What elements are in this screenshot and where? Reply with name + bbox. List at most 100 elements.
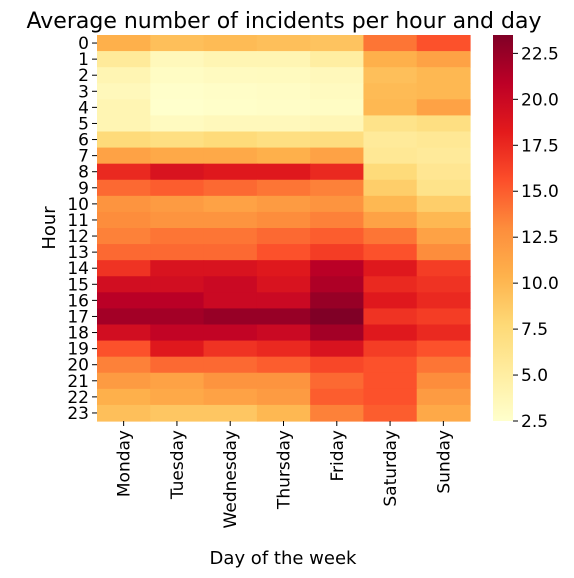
heatmap-cell-sunday-0 [416, 35, 471, 52]
heatmap-cell-monday-12 [97, 228, 151, 245]
heatmap-cell-friday-3 [310, 83, 365, 100]
heatmap-cell-sunday-19 [416, 340, 471, 358]
heatmap-cell-thursday-0 [256, 35, 311, 52]
heatmap-cell-wednesday-18 [203, 324, 258, 342]
heatmap-cell-sunday-14 [416, 260, 471, 277]
heatmap-cell-thursday-22 [256, 388, 311, 406]
heatmap-cell-sunday-16 [416, 292, 471, 310]
heatmap-cell-friday-6 [310, 131, 365, 149]
heatmap-cell-wednesday-22 [203, 388, 258, 406]
heatmap-cell-thursday-5 [256, 115, 311, 133]
heatmap-cell-monday-11 [97, 211, 151, 229]
heatmap-cell-saturday-18 [363, 324, 418, 342]
heatmap-cell-thursday-8 [256, 163, 311, 181]
heatmap-cell-monday-2 [97, 67, 151, 84]
heatmap-cell-wednesday-5 [203, 115, 258, 133]
heatmap-cell-monday-14 [97, 260, 151, 277]
heatmap-cell-tuesday-12 [150, 228, 205, 245]
heatmap-cell-sunday-6 [416, 131, 471, 149]
heatmap-cell-wednesday-2 [203, 67, 258, 84]
heatmap-cell-monday-15 [97, 276, 151, 293]
heatmap-cell-wednesday-4 [203, 99, 258, 117]
x-tick-label: Tuesday [168, 430, 188, 500]
colorbar: 2.5 5.0 7.5 10.0 12.5 15.0 17.5 20.0 22.5 [493, 35, 559, 432]
heatmap-cell-sunday-3 [416, 83, 471, 100]
y-tick-label: 20 [67, 356, 89, 376]
chart-title: Average number of incidents per hour and… [27, 9, 542, 34]
heatmap-cell-saturday-23 [363, 404, 418, 422]
heatmap-cell-thursday-12 [256, 228, 311, 245]
heatmap-cell-saturday-2 [363, 67, 418, 84]
heatmap-cell-friday-19 [310, 340, 365, 358]
heatmap-cell-sunday-23 [416, 404, 471, 422]
heatmap-cell-thursday-9 [256, 179, 311, 197]
heatmap-cell-saturday-1 [363, 51, 418, 68]
heatmap-cell-monday-9 [97, 179, 151, 197]
heatmap-cell-saturday-10 [363, 195, 418, 213]
heatmap-cell-wednesday-11 [203, 211, 258, 229]
heatmap-cell-sunday-11 [416, 211, 471, 229]
colorbar-tick-label: 2.5 [521, 412, 548, 432]
y-tick-label: 10 [67, 195, 89, 215]
heatmap-cell-wednesday-23 [203, 404, 258, 422]
colorbar-tick-label: 20.0 [521, 90, 559, 110]
heatmap-cell-thursday-23 [256, 404, 311, 422]
heatmap-cells [97, 35, 471, 422]
heatmap-cell-tuesday-10 [150, 195, 205, 213]
y-tick-label: 18 [67, 324, 89, 344]
heatmap-cell-tuesday-14 [150, 260, 205, 277]
heatmap-cell-thursday-7 [256, 147, 311, 165]
heatmap-cell-sunday-10 [416, 195, 471, 213]
heatmap-cell-tuesday-22 [150, 388, 205, 406]
heatmap-cell-monday-5 [97, 115, 151, 133]
heatmap-cell-friday-23 [310, 404, 365, 422]
heatmap-cell-saturday-5 [363, 115, 418, 133]
heatmap-cell-thursday-10 [256, 195, 311, 213]
y-tick-label: 13 [67, 243, 89, 263]
heatmap-cell-tuesday-11 [150, 211, 205, 229]
heatmap-cell-tuesday-15 [150, 276, 205, 293]
heatmap-cell-sunday-8 [416, 163, 471, 181]
heatmap-cell-wednesday-0 [203, 35, 258, 52]
heatmap-cell-friday-11 [310, 211, 365, 229]
heatmap-cell-thursday-17 [256, 308, 311, 326]
x-tick-label: Thursday [275, 430, 295, 510]
heatmap-cell-wednesday-9 [203, 179, 258, 197]
heatmap-cell-sunday-17 [416, 308, 471, 326]
heatmap-cell-wednesday-16 [203, 292, 258, 310]
heatmap-cell-wednesday-13 [203, 244, 258, 261]
heatmap-cell-monday-20 [97, 356, 151, 374]
colorbar-tick-label: 10.0 [521, 274, 559, 294]
colorbar-tick-label: 15.0 [521, 182, 559, 202]
heatmap-cell-friday-2 [310, 67, 365, 84]
heatmap-cell-monday-4 [97, 99, 151, 117]
heatmap-cell-tuesday-3 [150, 83, 205, 100]
heatmap-cell-friday-5 [310, 115, 365, 133]
y-tick-label: 3 [78, 82, 89, 102]
heatmap-cell-friday-12 [310, 228, 365, 245]
heatmap-cell-thursday-18 [256, 324, 311, 342]
heatmap-cell-monday-18 [97, 324, 151, 342]
y-tick-label: 2 [78, 66, 89, 86]
heatmap-cell-tuesday-17 [150, 308, 205, 326]
heatmap-cell-saturday-21 [363, 372, 418, 390]
heatmap-cell-friday-1 [310, 51, 365, 68]
heatmap-cell-sunday-20 [416, 356, 471, 374]
heatmap-cell-wednesday-10 [203, 195, 258, 213]
heatmap-cell-saturday-16 [363, 292, 418, 310]
heatmap-cell-thursday-2 [256, 67, 311, 84]
heatmap-cell-wednesday-19 [203, 340, 258, 358]
heatmap-cell-sunday-13 [416, 244, 471, 261]
x-tick-label: Sunday [434, 430, 454, 494]
y-tick-label: 22 [67, 388, 89, 408]
heatmap-cell-friday-16 [310, 292, 365, 310]
heatmap-cell-monday-23 [97, 404, 151, 422]
heatmap-cell-thursday-6 [256, 131, 311, 149]
heatmap-cell-monday-22 [97, 388, 151, 406]
heatmap-cell-thursday-16 [256, 292, 311, 310]
heatmap-cell-saturday-7 [363, 147, 418, 165]
heatmap-cell-sunday-15 [416, 276, 471, 293]
heatmap-cell-saturday-15 [363, 276, 418, 293]
x-tick-labels: Monday Tuesday Wednesday Thursday Friday Satu… [115, 421, 454, 528]
